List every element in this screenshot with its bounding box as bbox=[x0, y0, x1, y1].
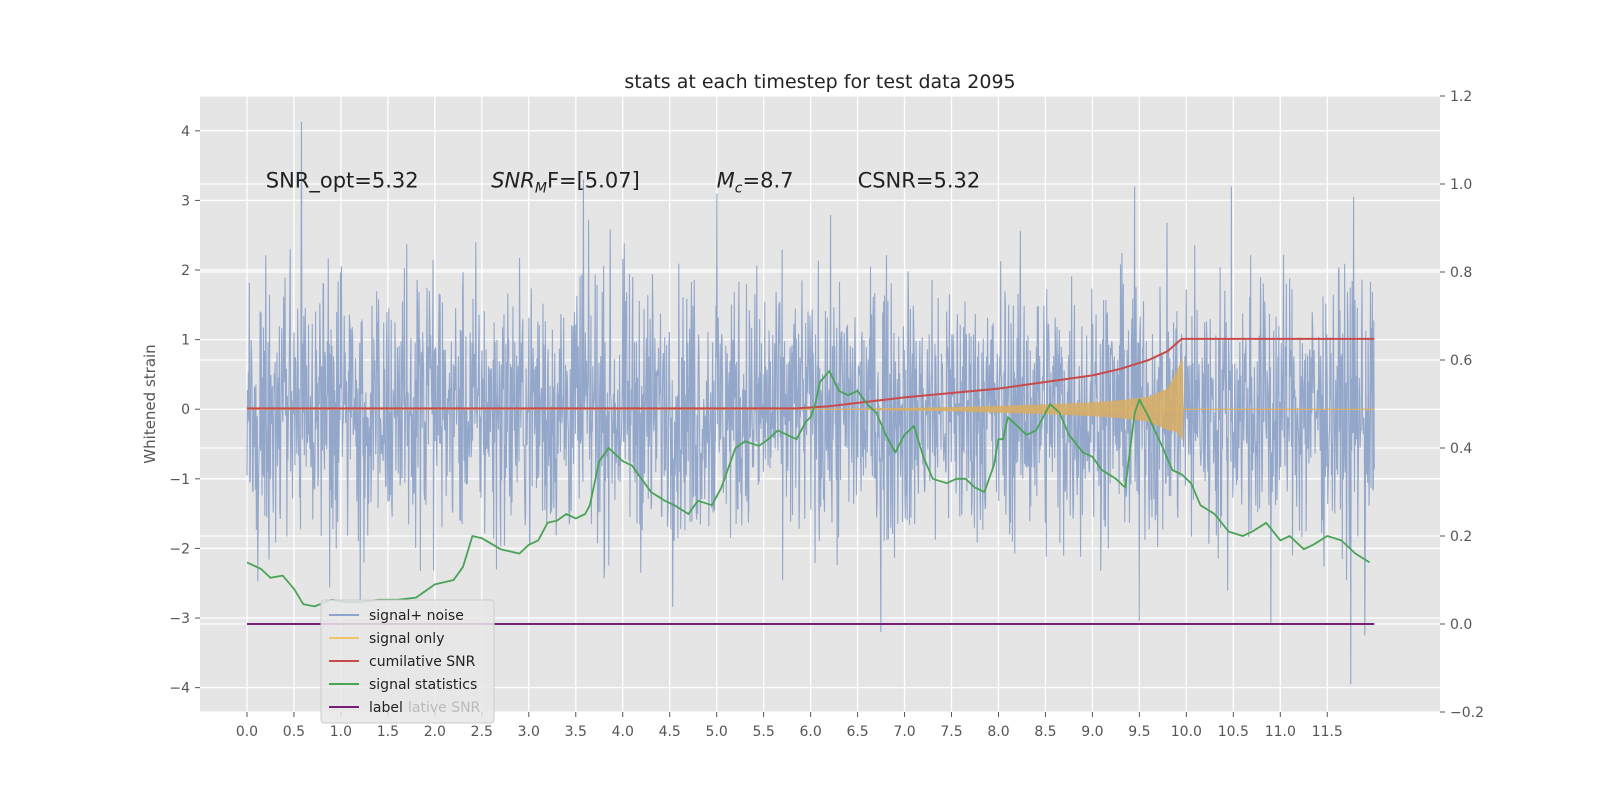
y-axis-ticks: −4 −3 −2 −1 0 1 2 3 4 bbox=[169, 124, 200, 697]
y-axis-label: Whitened strain bbox=[141, 344, 159, 463]
annotation-symbol: M bbox=[717, 169, 735, 193]
annotation-subscript: c bbox=[735, 181, 743, 197]
x-tick-label: 11.0 bbox=[1265, 724, 1296, 740]
cumulative-snr-line bbox=[246, 337, 1375, 410]
x-tick-label: 1.0 bbox=[330, 724, 352, 740]
y-tick-label: −3 bbox=[169, 611, 190, 627]
y-tick-label: −1 bbox=[169, 472, 190, 488]
x-tick-label: 11.5 bbox=[1312, 724, 1343, 740]
x-axis-ticks: 0.0 0.5 1.0 1.5 2.0 2.5 3.0 3.5 4.0 4.5 5.0 5.5 6.0 6… bbox=[236, 712, 1343, 740]
legend-box bbox=[320, 599, 495, 724]
legend-label: label bbox=[369, 700, 403, 716]
x-tick-label: 4.0 bbox=[612, 724, 634, 740]
y-tick-label: −4 bbox=[169, 681, 190, 697]
x-tick-label: 7.0 bbox=[893, 724, 915, 740]
y-tick-label: 1 bbox=[181, 333, 190, 349]
y-tick-label: 4 bbox=[181, 124, 190, 140]
x-tick-label: 5.0 bbox=[706, 724, 728, 740]
x-tick-label: 3.0 bbox=[518, 724, 540, 740]
signal-noise-line bbox=[246, 121, 1375, 685]
legend: signal+ noise signal only cumilative SNR si… bbox=[320, 599, 495, 724]
y2-tick-label: 1.0 bbox=[1450, 177, 1472, 193]
legend-label: signal only bbox=[369, 631, 444, 647]
annotation-subscript: M bbox=[535, 181, 547, 197]
legend-label: signal+ noise bbox=[369, 608, 464, 624]
y-tick-label: 2 bbox=[181, 263, 190, 279]
y2-tick-label: 0.2 bbox=[1450, 529, 1472, 545]
x-tick-label: 0.5 bbox=[283, 724, 305, 740]
y-tick-label: 3 bbox=[181, 193, 190, 209]
x-tick-label: 0.0 bbox=[236, 724, 258, 740]
chart-title: stats at each timestep for test data 209… bbox=[624, 71, 1015, 93]
x-tick-label: 5.5 bbox=[753, 724, 775, 740]
y2-axis-ticks: −0.2 0.0 0.2 0.4 0.6 0.8 1.0 1.2 bbox=[1440, 89, 1484, 721]
x-tick-label: 8.0 bbox=[987, 724, 1009, 740]
annotations: SNR_opt=5.32 SNRMF=[5.07] Mc=8.7 CSNR=5.32 bbox=[266, 169, 980, 197]
legend-label: cumilative SNR bbox=[369, 654, 476, 670]
x-tick-label: 6.5 bbox=[846, 724, 868, 740]
x-tick-label: 2.5 bbox=[471, 724, 493, 740]
y-tick-label: 0 bbox=[181, 402, 190, 418]
x-tick-label: 6.0 bbox=[799, 724, 821, 740]
y2-tick-label: 0.6 bbox=[1450, 353, 1472, 369]
x-tick-label: 7.5 bbox=[940, 724, 962, 740]
x-tick-label: 10.0 bbox=[1171, 724, 1202, 740]
x-tick-label: 9.0 bbox=[1081, 724, 1103, 740]
legend-label: signal statistics bbox=[369, 677, 477, 693]
annotation-symbol: SNR bbox=[491, 169, 535, 193]
x-tick-label: 2.0 bbox=[424, 724, 446, 740]
y2-tick-label: 1.2 bbox=[1450, 89, 1472, 105]
x-tick-label: 1.5 bbox=[377, 724, 399, 740]
annotation-text: SNR_opt=5.32 bbox=[266, 169, 419, 194]
legend-ghost-text: lative SNR bbox=[408, 700, 481, 716]
y2-tick-label: 0.0 bbox=[1450, 617, 1472, 633]
signal-noise-series bbox=[246, 121, 1375, 685]
x-tick-label: 10.5 bbox=[1218, 724, 1249, 740]
y2-tick-label: 0.4 bbox=[1450, 441, 1472, 457]
x-tick-label: 4.5 bbox=[659, 724, 681, 740]
y2-tick-label: 0.8 bbox=[1450, 265, 1472, 281]
annotation-text: Mc=8.7 bbox=[717, 169, 794, 197]
annotation-rest: F=[5.07] bbox=[547, 169, 640, 193]
annotation-text: SNRMF=[5.07] bbox=[491, 169, 640, 197]
x-tick-label: 8.5 bbox=[1034, 724, 1056, 740]
x-tick-label: 3.5 bbox=[565, 724, 587, 740]
y2-tick-label: −0.2 bbox=[1450, 705, 1484, 721]
annotation-rest: =8.7 bbox=[742, 169, 793, 193]
x-tick-label: 9.5 bbox=[1128, 724, 1150, 740]
y-tick-label: −2 bbox=[169, 541, 190, 557]
signal-statistics-line bbox=[246, 370, 1371, 608]
annotation-text: CSNR=5.32 bbox=[858, 169, 981, 193]
